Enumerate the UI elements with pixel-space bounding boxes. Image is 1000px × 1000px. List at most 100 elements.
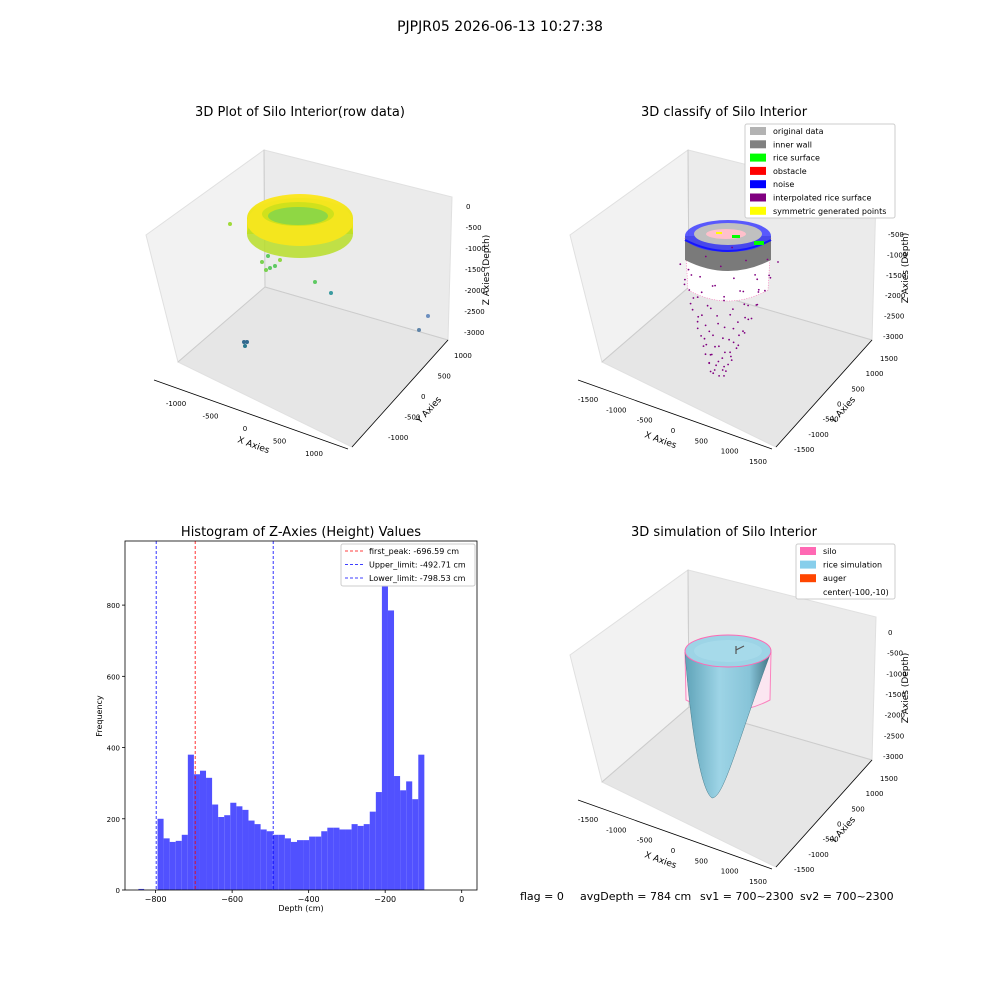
interpolated-point [701, 314, 703, 317]
histogram-bar [303, 840, 310, 890]
histogram-legend: first_peak: -696.59 cm Upper_limit: -492.… [340, 543, 476, 587]
interpolated-point [712, 334, 714, 337]
interpolated-point [704, 353, 707, 356]
legend-label: rice simulation [823, 561, 882, 570]
interpolated-point [757, 288, 760, 291]
classify-interpolated-points [679, 246, 779, 377]
x-tick-label: 1500 [749, 878, 767, 886]
x-tick-label: -1500 [578, 396, 598, 404]
histogram-bar [218, 816, 225, 890]
outlier-point [273, 264, 277, 268]
interpolated-point [730, 355, 732, 358]
histogram-bar [181, 834, 188, 890]
y-tick-label: -1000 [388, 434, 408, 442]
classify-axis-ticks: -1500-1000-500050010001500-1500-1000-500… [578, 231, 908, 466]
interpolated-point [747, 304, 749, 307]
simulation-z-axis-label: Z Axies (Depth) [901, 653, 911, 724]
z-tick-label: -1500 [886, 691, 906, 699]
y-tick-label: 0 [837, 821, 841, 829]
raw-plot-title: 3D Plot of Silo Interior(row data) [195, 105, 405, 120]
interpolated-point [728, 338, 730, 341]
legend-label: symmetric generated points [773, 207, 886, 216]
interpolated-point [721, 357, 724, 359]
interpolated-point [717, 322, 719, 325]
simulation-silo-and-surface [684, 634, 772, 799]
histogram-bar [418, 754, 425, 890]
interpolated-point [723, 299, 725, 302]
histogram-bar [363, 824, 370, 890]
outlier-point [243, 344, 247, 348]
legend-swatch [800, 574, 816, 583]
interpolated-point [696, 296, 699, 298]
outlier-point [329, 291, 333, 295]
x-tick-label: 1000 [721, 448, 739, 456]
histogram-title: Histogram of Z-Axies (Height) Values [181, 525, 421, 540]
z-tick-label: -1000 [886, 670, 906, 678]
avg-depth-text: avgDepth = 784 cm [580, 890, 691, 903]
x-tick-label: 1000 [305, 450, 323, 458]
interpolated-point [769, 276, 772, 279]
outlier-point [313, 280, 317, 284]
x-tick-label: -1000 [606, 826, 626, 834]
histogram-bar [290, 841, 297, 890]
sv1-text: sv1 = 700~2300 [700, 890, 794, 903]
legend-label: interpolated rice surface [773, 194, 871, 203]
x-tick-label: 0 [671, 427, 675, 435]
z-tick-label: 0 [888, 629, 892, 637]
outlier-point [228, 222, 232, 226]
histogram-x-axis-label: Depth (cm) [278, 904, 323, 913]
y-tick-label: 0 [116, 887, 120, 895]
z-tick-label: -2000 [885, 712, 905, 720]
simulation-plot-title: 3D simulation of Silo Interior [631, 525, 818, 540]
classify-z-axis-label: Z Axies (Depth) [901, 233, 911, 304]
histogram-bar [333, 827, 340, 890]
interpolated-point [729, 351, 731, 354]
histogram-bar [199, 770, 207, 890]
interpolated-point [723, 375, 725, 377]
raw-ring-cloud [247, 194, 353, 258]
outlier-point [417, 328, 421, 332]
outlier-point [268, 266, 272, 270]
simulation-legend: silo rice simulation auger center(-100,-10) [795, 543, 896, 600]
histogram-bar [381, 558, 388, 890]
histogram-bar [169, 841, 176, 890]
interpolated-point [679, 263, 682, 266]
histogram-bar [412, 799, 419, 890]
interpolated-point [768, 274, 770, 277]
z-tick-label: -2500 [884, 732, 904, 740]
x-tick-label: 0 [243, 425, 247, 433]
interpolated-point [744, 316, 746, 319]
y-tick-label: 1500 [880, 775, 898, 783]
interpolated-point [745, 259, 747, 262]
interpolated-point [750, 317, 753, 320]
interpolated-point [756, 278, 759, 281]
outlier-point [426, 314, 430, 318]
z-tick-label: -1500 [886, 272, 906, 280]
histogram-bar [260, 829, 267, 890]
z-tick-label: 0 [466, 203, 470, 211]
depth-histogram: Histogram of Z-Axies (Height) Values −80… [95, 525, 478, 913]
interpolated-point [697, 315, 700, 318]
outlier-point [266, 254, 270, 258]
sv2-text: sv2 = 700~2300 [800, 890, 894, 903]
histogram-bar [339, 829, 346, 890]
legend-label: first_peak: -696.59 cm [369, 547, 459, 556]
histogram-bar [248, 820, 255, 890]
histogram-bar [187, 754, 194, 890]
histogram-bar [375, 792, 382, 890]
histogram-bar [254, 824, 261, 890]
interpolated-point [733, 277, 735, 280]
histogram-bar [297, 840, 304, 890]
classify-3d-plot: 3D classify of Silo Interior -1500-1000-… [569, 105, 911, 466]
z-tick-label: -3000 [883, 753, 903, 761]
interpolated-point [722, 337, 724, 340]
legend-label: inner wall [773, 140, 812, 149]
outlier-point [242, 340, 246, 344]
interpolated-point [710, 353, 713, 356]
x-tick-label: -500 [637, 417, 653, 425]
interpolated-point [700, 335, 702, 337]
histogram-bar [266, 831, 273, 890]
interpolated-point [715, 364, 717, 367]
interpolated-point [737, 321, 739, 323]
interpolated-point [704, 255, 707, 258]
